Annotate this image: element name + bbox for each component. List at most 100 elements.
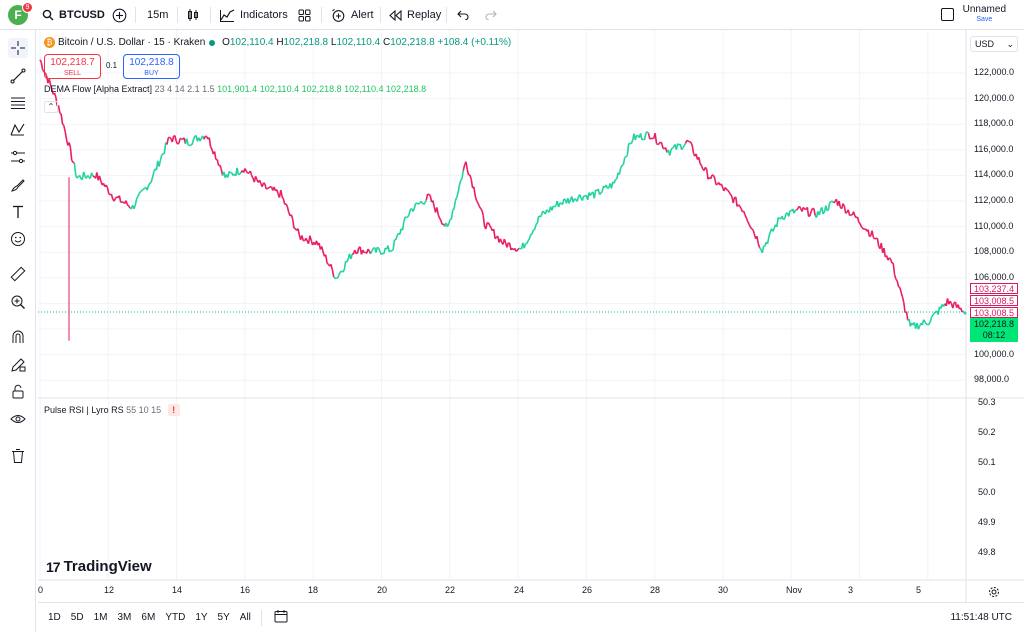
price-segment	[581, 195, 585, 201]
price-segment	[186, 138, 189, 146]
text-icon	[13, 205, 23, 218]
alert-button[interactable]: Alert	[331, 0, 374, 30]
interval-button[interactable]: 15m	[147, 0, 168, 30]
utc-clock[interactable]: 11:51:48 UTC	[950, 612, 1012, 623]
price-segment	[818, 210, 822, 216]
price-segment	[171, 136, 175, 143]
price-segment	[675, 143, 679, 150]
undo-button[interactable]	[457, 0, 469, 30]
remove-tool[interactable]	[8, 446, 28, 466]
toolbar-divider	[321, 7, 322, 23]
price-segment	[125, 200, 129, 206]
layout-checkbox[interactable]	[941, 8, 954, 21]
price-segment	[728, 191, 732, 195]
rsi-legend[interactable]: Pulse RSI | Lyro RS 55 10 15 !	[44, 404, 180, 416]
fib-tool[interactable]	[8, 93, 28, 113]
price-chart[interactable]	[38, 30, 1024, 602]
indicators-label: Indicators	[240, 9, 288, 21]
range-button[interactable]: 1D	[48, 612, 61, 623]
price-segment	[624, 156, 627, 159]
replay-icon	[389, 9, 402, 21]
price-segment	[39, 59, 43, 63]
range-button[interactable]: 1M	[93, 612, 108, 623]
compare-button[interactable]	[112, 0, 127, 30]
price-segment	[69, 147, 73, 161]
price-segment	[802, 206, 806, 210]
text-tool[interactable]	[8, 202, 28, 222]
date-range-button[interactable]	[274, 609, 288, 626]
range-button[interactable]: 6M	[141, 612, 156, 623]
collapse-legend-button[interactable]: ⌃	[44, 101, 58, 113]
price-segment	[282, 198, 286, 205]
price-segment	[613, 179, 617, 184]
time-axis-label: 14	[172, 585, 183, 595]
price-segment	[163, 142, 167, 154]
measure-tool[interactable]	[8, 264, 28, 284]
price-segment	[113, 198, 117, 202]
price-segment	[263, 182, 266, 185]
tradingview-logo[interactable]: 17 TradingView	[46, 558, 152, 575]
price-segment	[843, 205, 847, 214]
drawing-mode-tool[interactable]	[8, 355, 28, 375]
range-button[interactable]: 1Y	[195, 612, 208, 623]
price-segment	[494, 236, 497, 240]
price-segment	[872, 236, 876, 240]
forecast-tool[interactable]	[8, 147, 28, 167]
indicator-legend[interactable]: DEMA Flow [Alpha Extract] 23 4 14 2.1 1.…	[44, 84, 426, 94]
price-segment	[158, 160, 162, 167]
chart-area[interactable]: ₿ Bitcoin / U.S. Dollar · 15 · Kraken O10…	[38, 30, 1024, 602]
order-quantity[interactable]: 0.1	[106, 61, 118, 70]
price-segment	[670, 147, 673, 151]
price-segment	[700, 165, 704, 170]
warning-icon[interactable]: !	[167, 404, 180, 416]
price-segment	[787, 210, 791, 217]
visibility-tool[interactable]	[8, 409, 28, 429]
range-button[interactable]: 5D	[70, 612, 84, 623]
high-value: 102,218.8	[283, 37, 329, 49]
price-segment	[777, 216, 781, 220]
price-segment	[297, 228, 301, 235]
redo-button[interactable]	[485, 0, 497, 30]
templates-button[interactable]	[298, 0, 311, 30]
price-segment	[784, 213, 787, 219]
range-button[interactable]: 3M	[117, 612, 132, 623]
price-segment	[745, 217, 749, 222]
crosshair-tool[interactable]	[8, 38, 28, 58]
zoom-tool[interactable]	[8, 292, 28, 312]
brush-tool[interactable]	[8, 175, 28, 195]
price-segment	[726, 188, 729, 191]
price-segment	[538, 215, 541, 218]
price-segment	[737, 204, 741, 207]
range-button[interactable]: 5Y	[217, 612, 230, 623]
calendar-icon	[274, 610, 288, 623]
price-axis-label: 122,000.0	[974, 67, 1015, 77]
layout-name-button[interactable]: Unnamed Save	[963, 5, 1006, 25]
buy-button[interactable]: 102,218.8 BUY	[123, 54, 180, 79]
price-segment	[561, 198, 565, 205]
emoji-tool[interactable]	[8, 229, 28, 249]
range-button[interactable]: YTD	[165, 612, 186, 623]
pattern-tool[interactable]	[8, 120, 28, 140]
sell-button[interactable]: 102,218.7 SELL	[44, 54, 101, 79]
indicators-button[interactable]: Indicators	[220, 0, 288, 30]
price-segment	[860, 226, 864, 229]
price-segment	[720, 183, 724, 188]
price-segment	[905, 311, 909, 321]
price-segment	[654, 133, 658, 144]
symbol-search[interactable]: BTCUSD	[42, 0, 105, 30]
low-label: L	[330, 37, 337, 49]
chart-type-button[interactable]	[186, 0, 200, 30]
replay-button[interactable]: Replay	[389, 0, 441, 30]
price-segment	[928, 321, 932, 325]
price-segment	[658, 141, 662, 145]
price-segment	[399, 228, 402, 235]
lock-tool[interactable]	[8, 382, 28, 402]
trendline-tool[interactable]	[8, 66, 28, 86]
price-segment	[228, 170, 232, 174]
price-segment	[749, 226, 753, 230]
magnet-tool[interactable]	[8, 327, 28, 347]
currency-select[interactable]: USD ⌄	[970, 36, 1018, 52]
range-button[interactable]: All	[239, 612, 251, 623]
alarm-clock-icon	[332, 8, 345, 22]
price-segment	[691, 144, 695, 154]
